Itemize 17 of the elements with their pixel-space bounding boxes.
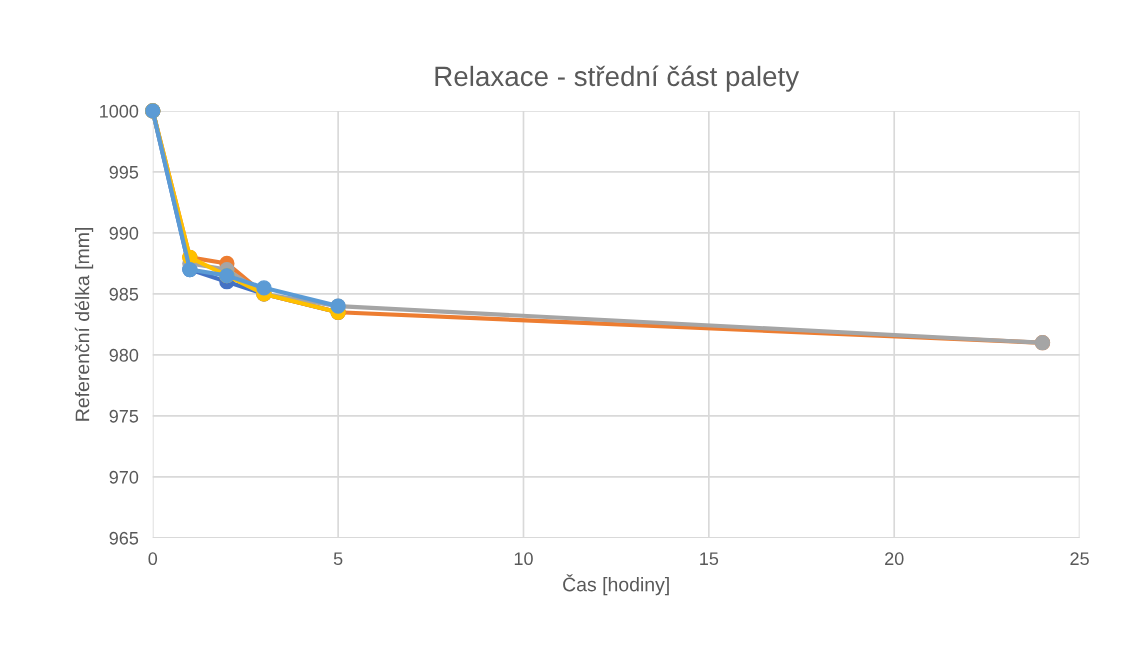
y-tick-label: 975 [109,409,139,423]
x-tick-label: 0 [148,552,158,566]
y-tick-label: 985 [109,287,139,301]
y-axis-title: Referenční délka [mm] [74,228,94,421]
x-tick-label: 20 [885,552,904,566]
y-tick-label: 1000 [100,104,139,118]
x-axis-title: Čas [hodiny] [563,574,669,596]
y-tick-label: 970 [109,470,139,484]
x-tick-label: 5 [333,552,343,566]
y-tick-label: 990 [109,226,139,240]
y-tick-label: 980 [109,348,139,362]
y-tick-label: 965 [109,531,139,545]
x-tick-label: 15 [700,552,719,566]
chart-title: Relaxace - střední část palety [435,65,800,92]
y-tick-label: 995 [109,165,139,179]
x-tick-label: 10 [514,552,533,566]
x-tick-label: 25 [1070,552,1089,566]
